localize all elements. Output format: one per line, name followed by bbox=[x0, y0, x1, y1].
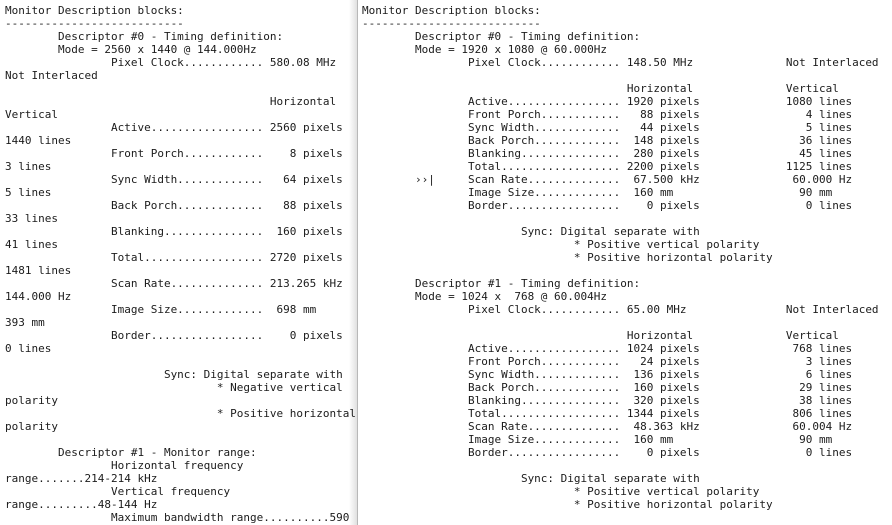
text-line: Back Porch............. 148 pixels 36 li… bbox=[362, 134, 853, 147]
text-line: Pixel Clock............ 65.00 MHz Not In… bbox=[362, 303, 879, 316]
text-line: Monitor Description blocks: bbox=[5, 4, 184, 17]
text-line bbox=[362, 69, 879, 82]
left-text-pane[interactable]: Monitor Description blocks: -------------… bbox=[0, 0, 357, 525]
text-line: Descriptor #0 - Timing definition: bbox=[362, 30, 641, 43]
text-line bbox=[5, 433, 356, 446]
text-line: Mode = 2560 x 1440 @ 144.000Hz bbox=[5, 43, 257, 56]
text-line bbox=[362, 212, 879, 225]
text-line bbox=[362, 264, 879, 277]
text-line: Front Porch............ 8 pixels bbox=[5, 147, 343, 160]
text-line: * Negative vertical bbox=[5, 381, 343, 394]
text-line: Horizontal frequency bbox=[5, 459, 244, 472]
text-line: Active................. 1024 pixels 768 … bbox=[362, 342, 853, 355]
text-line: Blanking............... 280 pixels 45 li… bbox=[362, 147, 853, 160]
text-line bbox=[362, 316, 879, 329]
text-line: Image Size............. 698 mm bbox=[5, 303, 317, 316]
text-line: * Positive horizontal polarity bbox=[362, 251, 773, 264]
text-line: Active................. 1920 pixels 1080… bbox=[362, 95, 853, 108]
text-line: Total.................. 2200 pixels 1125… bbox=[362, 160, 853, 173]
text-line: 144.000 Hz bbox=[5, 290, 72, 303]
text-line: Pixel Clock............ 148.50 MHz Not I… bbox=[362, 56, 879, 69]
text-line: ››| Scan Rate.............. 67.500 kHz 6… bbox=[362, 173, 853, 186]
text-line: 33 lines bbox=[5, 212, 58, 225]
text-line: polarity bbox=[5, 420, 58, 433]
text-line: 3 lines bbox=[5, 160, 52, 173]
text-line: range.........48-144 Hz bbox=[5, 498, 158, 511]
text-line: * Positive horizontal bbox=[5, 407, 356, 420]
text-line: Maximum bandwidth range..........590 bbox=[5, 511, 350, 524]
text-line: polarity bbox=[5, 394, 58, 407]
text-line: 1440 lines bbox=[5, 134, 72, 147]
text-line: Horizontal Vertical bbox=[362, 329, 839, 342]
text-line: Pixel Clock............ 580.08 MHz bbox=[5, 56, 337, 69]
text-line bbox=[5, 82, 356, 95]
text-line: 0 lines bbox=[5, 342, 52, 355]
text-line: Border................. 0 pixels 0 lines bbox=[362, 199, 853, 212]
text-line: Sync: Digital separate with bbox=[362, 472, 700, 485]
text-line bbox=[5, 355, 356, 368]
text-line: Sync Width............. 64 pixels bbox=[5, 173, 343, 186]
text-line: Active................. 2560 pixels bbox=[5, 121, 343, 134]
text-line: Blanking............... 320 pixels 38 li… bbox=[362, 394, 853, 407]
text-line: Border................. 0 pixels 0 lines bbox=[362, 446, 853, 459]
text-line: Sync: Digital separate with bbox=[5, 368, 343, 381]
text-line: 41 lines bbox=[5, 238, 58, 251]
text-line: Sync Width............. 136 pixels 6 lin… bbox=[362, 368, 853, 381]
text-line: Back Porch............. 160 pixels 29 li… bbox=[362, 381, 853, 394]
text-line: Image Size............. 160 mm 90 mm bbox=[362, 186, 833, 199]
text-line: Border................. 0 pixels bbox=[5, 329, 343, 342]
text-line: * Positive horizontal polarity bbox=[362, 498, 773, 511]
text-line: Total.................. 1344 pixels 806 … bbox=[362, 407, 853, 420]
text-line: Scan Rate.............. 213.265 kHz bbox=[5, 277, 343, 290]
right-text-content[interactable]: Monitor Description blocks: -------------… bbox=[362, 4, 879, 511]
text-line: 393 mm bbox=[5, 316, 45, 329]
text-line: Image Size............. 160 mm 90 mm bbox=[362, 433, 833, 446]
text-line: Mode = 1920 x 1080 @ 60.000Hz bbox=[362, 43, 608, 56]
text-line: Vertical bbox=[5, 108, 58, 121]
text-line: Back Porch............. 88 pixels bbox=[5, 199, 343, 212]
text-line: Blanking............... 160 pixels bbox=[5, 225, 343, 238]
text-line: Not Interlaced bbox=[5, 69, 98, 82]
text-line: Total.................. 2720 pixels bbox=[5, 251, 343, 264]
text-line: Sync: Digital separate with bbox=[362, 225, 700, 238]
text-line: 1481 lines bbox=[5, 264, 72, 277]
text-line: Vertical frequency bbox=[5, 485, 231, 498]
text-line: Horizontal Vertical bbox=[362, 82, 839, 95]
right-text-pane[interactable]: Monitor Description blocks: -------------… bbox=[357, 0, 892, 525]
text-line: range.......214-214 kHz bbox=[5, 472, 158, 485]
text-line: Mode = 1024 x 768 @ 60.004Hz bbox=[362, 290, 608, 303]
text-line: Monitor Description blocks: bbox=[362, 4, 541, 17]
text-line: Horizontal bbox=[5, 95, 337, 108]
text-line: * Positive vertical polarity bbox=[362, 485, 760, 498]
text-line: Front Porch............ 88 pixels 4 line… bbox=[362, 108, 853, 121]
text-line: Front Porch............ 24 pixels 3 line… bbox=[362, 355, 853, 368]
text-line: Descriptor #1 - Timing definition: bbox=[362, 277, 641, 290]
text-line: Scan Rate.............. 48.363 kHz 60.00… bbox=[362, 420, 853, 433]
text-line: * Positive vertical polarity bbox=[362, 238, 760, 251]
text-line: Descriptor #1 - Monitor range: bbox=[5, 446, 257, 459]
text-line: --------------------------- bbox=[362, 17, 541, 30]
text-line: --------------------------- bbox=[5, 17, 184, 30]
text-line: Sync Width............. 44 pixels 5 line… bbox=[362, 121, 853, 134]
text-line: 5 lines bbox=[5, 186, 52, 199]
text-line: Descriptor #0 - Timing definition: bbox=[5, 30, 284, 43]
left-text-content[interactable]: Monitor Description blocks: -------------… bbox=[5, 4, 356, 524]
text-line bbox=[362, 459, 879, 472]
pane-edge-shadow bbox=[349, 0, 357, 525]
